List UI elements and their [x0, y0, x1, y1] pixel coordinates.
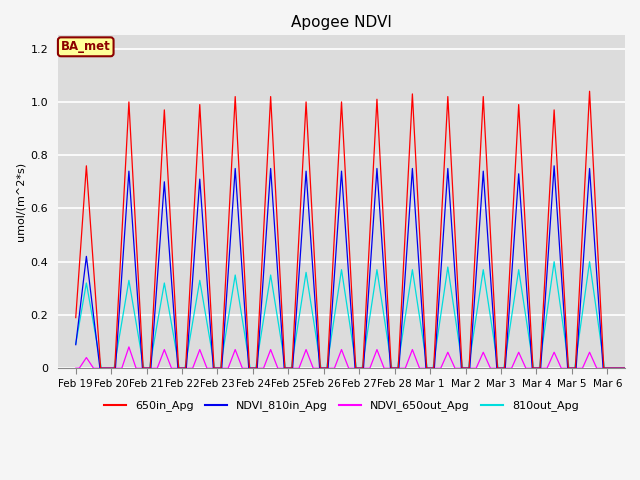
Text: BA_met: BA_met	[61, 40, 111, 53]
Legend: 650in_Apg, NDVI_810in_Apg, NDVI_650out_Apg, 810out_Apg: 650in_Apg, NDVI_810in_Apg, NDVI_650out_A…	[100, 396, 583, 416]
Title: Apogee NDVI: Apogee NDVI	[291, 15, 392, 30]
Y-axis label: umol/(m^2*s): umol/(m^2*s)	[15, 162, 25, 241]
